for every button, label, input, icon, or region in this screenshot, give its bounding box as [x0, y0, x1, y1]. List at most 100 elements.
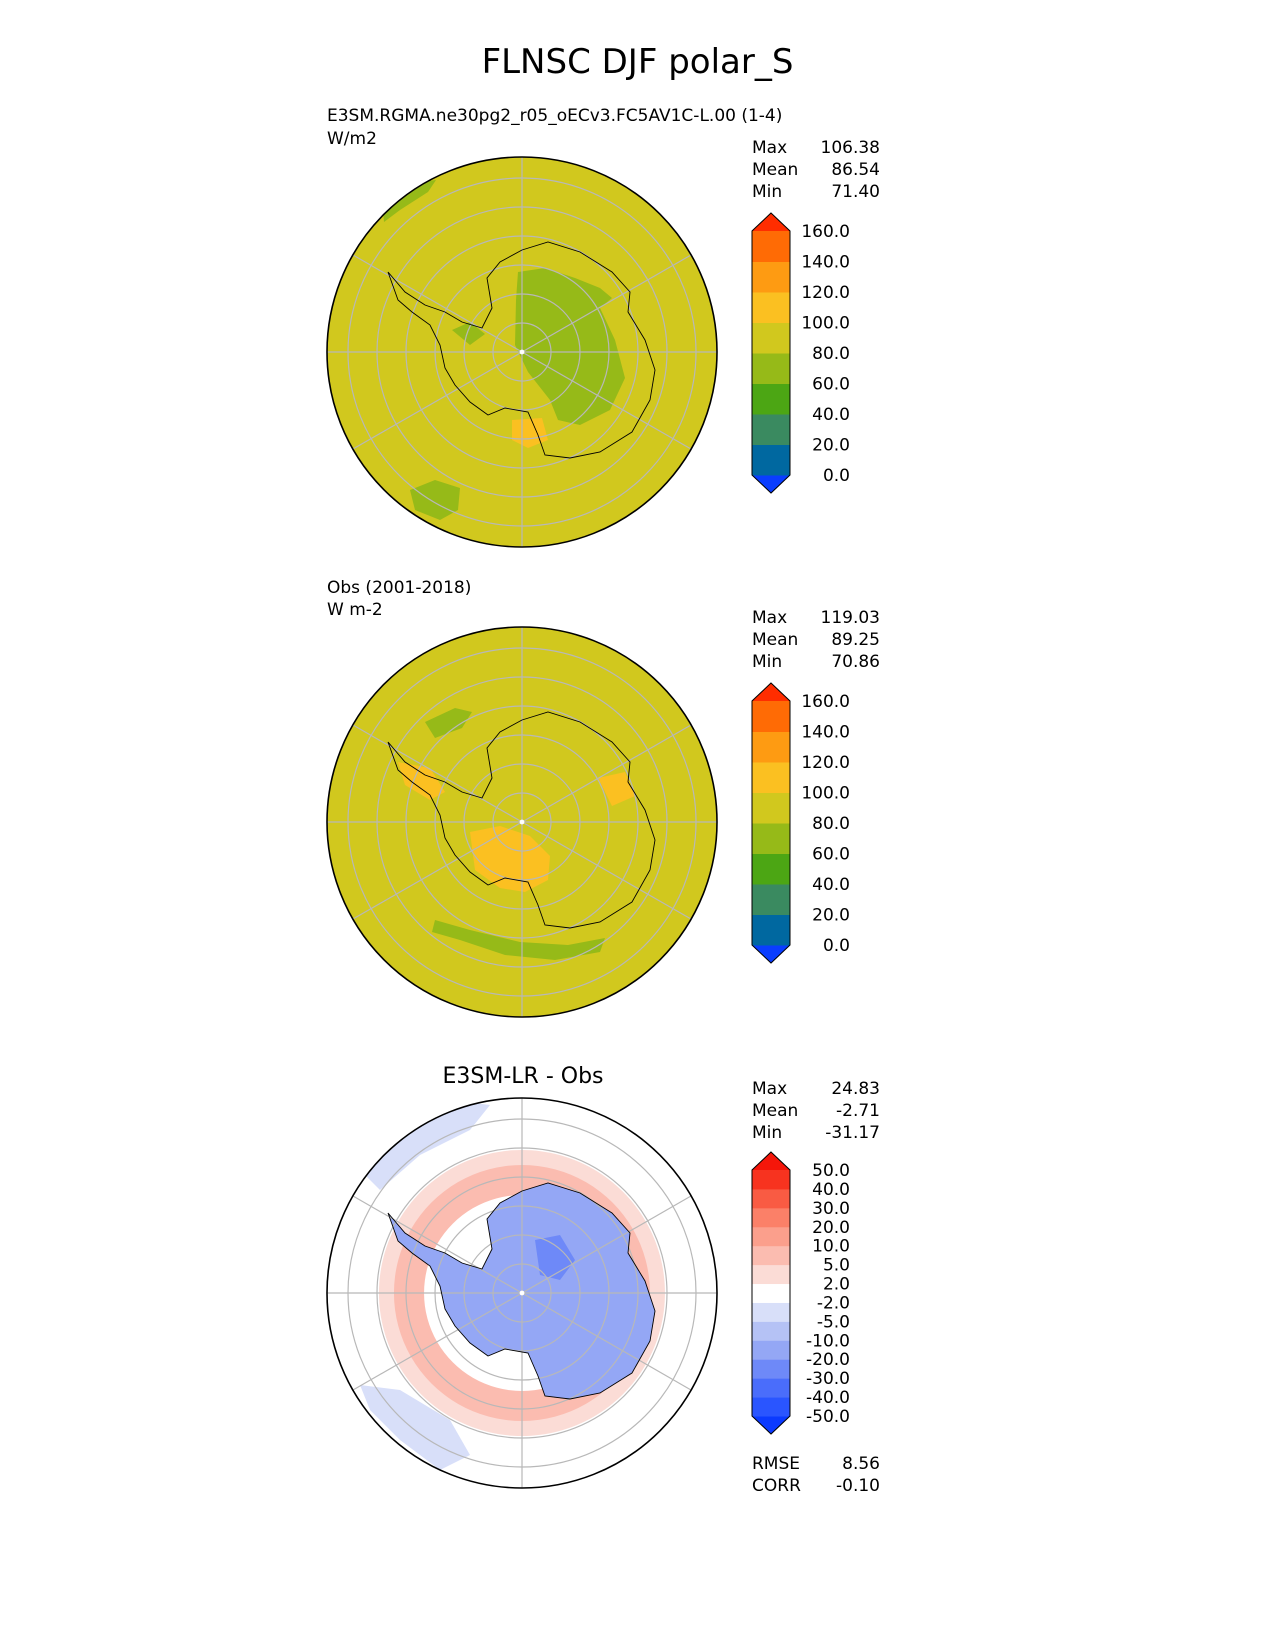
- colorbar-1-swatch: [752, 292, 790, 323]
- colorbar-2-tick-label: 100.0: [801, 784, 850, 804]
- panel3-max-label: Max: [752, 1079, 788, 1099]
- panel1-mean-label: Mean: [752, 160, 799, 180]
- panel1-max-label: Max: [752, 138, 788, 158]
- panel3-mean: -2.71: [836, 1101, 880, 1121]
- colorbar-3-tick-label: -2.0: [817, 1293, 850, 1313]
- map3-border: [326, 1097, 718, 1489]
- colorbar-1-tick-label: 40.0: [812, 405, 850, 425]
- colorbar-2-tick-label: 20.0: [812, 906, 850, 926]
- colorbar-2-tick-label: 80.0: [812, 814, 850, 834]
- corr-label: CORR: [752, 1476, 801, 1496]
- colorbar-1-swatch: [752, 444, 790, 476]
- colorbar-3-swatch: [752, 1340, 790, 1360]
- colorbar-1-swatch: [752, 322, 790, 354]
- colorbar-3-extend-low: [752, 1416, 790, 1434]
- panel1-min-label: Min: [752, 182, 783, 202]
- panel3-max: 24.83: [831, 1079, 880, 1099]
- colorbar-1-extend-high: [752, 213, 790, 231]
- panel3-min: -31.17: [825, 1123, 880, 1143]
- colorbar-2-swatch: [752, 701, 790, 732]
- colorbar-1-swatch: [752, 383, 790, 415]
- panel1-min: 71.40: [831, 182, 880, 202]
- map1-high-region: [512, 418, 548, 448]
- colorbar-1-swatch: [752, 231, 790, 262]
- map2-high-region-center: [470, 826, 550, 892]
- map2-high-region-east: [598, 772, 635, 806]
- colorbar-1-tick-label: 140.0: [801, 253, 850, 273]
- panel2-max-label: Max: [752, 608, 788, 628]
- colorbar-3-extend-high: [752, 1152, 790, 1170]
- colorbar-3-tick-label: -20.0: [806, 1350, 850, 1370]
- colorbar-2-tick-label: 40.0: [812, 875, 850, 895]
- map1-graticule: [327, 157, 717, 547]
- colorbar-3-tick-label: 30.0: [812, 1199, 850, 1219]
- panel1-max: 106.38: [820, 138, 880, 158]
- panel1-stats: Max 106.38 Mean 86.54 Min 71.40: [752, 137, 880, 203]
- colorbar-3-tick-label: 40.0: [812, 1180, 850, 1200]
- colorbar-3-swatch: [752, 1283, 790, 1303]
- colorbar-3-tick-label: -50.0: [806, 1407, 850, 1427]
- colorbar-3-swatch: [752, 1188, 790, 1209]
- map3-ocean-negative-region-nw: [360, 1100, 490, 1190]
- colorbar-3-swatch: [752, 1302, 790, 1322]
- map1-ocean-low-region-sw: [410, 480, 460, 520]
- panel3-metrics: RMSE 8.56 CORR -0.10: [752, 1453, 880, 1497]
- colorbar-3-tick-label: 10.0: [812, 1237, 850, 1257]
- colorbar-3-swatch: [752, 1378, 790, 1398]
- panel1-title: E3SM.RGMA.ne30pg2_r05_oECv3.FC5AV1C-L.00…: [327, 106, 783, 126]
- map-panel1: [326, 156, 718, 548]
- map2-ocean-low-ring: [432, 920, 605, 960]
- map2-high-region-peninsula: [398, 762, 445, 800]
- map2-border: [326, 626, 718, 1018]
- colorbar-3-tick-label: -40.0: [806, 1388, 850, 1408]
- map1-peninsula-low-region: [452, 322, 485, 345]
- panel2-mean-label: Mean: [752, 630, 799, 650]
- colorbar-3-tick-label: 20.0: [812, 1218, 850, 1238]
- map1-coastline: [387, 241, 656, 459]
- colorbar-3-tick-label: 50.0: [812, 1161, 850, 1181]
- colorbar-2-tick-label: 140.0: [801, 723, 850, 743]
- map1-border: [326, 156, 718, 548]
- colorbar-3-swatch: [752, 1245, 790, 1266]
- colorbar-1-tick-label: 120.0: [801, 283, 850, 303]
- colorbar-1-tick-label: 60.0: [812, 375, 850, 395]
- colorbar-1-tick-label: 80.0: [812, 344, 850, 364]
- colorbar-2-swatch: [752, 792, 790, 824]
- colorbar-2-swatch: [752, 731, 790, 763]
- colorbar-2-swatch: [752, 914, 790, 946]
- map3-pole-marker: [519, 1290, 525, 1296]
- panel2-units: W m-2: [327, 600, 383, 620]
- colorbar-2-swatch: [752, 884, 790, 915]
- colorbars: 160.0 140.0 120.0 100.0 80.0 60.0 40.0 20.0 0.0 1…: [751, 212, 850, 1435]
- map-panel2: [326, 626, 718, 1018]
- colorbar-1-tick-label: 0.0: [823, 466, 850, 486]
- colorbar-1-tick-label: 20.0: [812, 436, 850, 456]
- colorbar-3-swatch: [752, 1207, 790, 1228]
- colorbar-2-swatch: [752, 762, 790, 793]
- colorbar-1-tick-label: 100.0: [801, 314, 850, 334]
- colorbar-3-swatch: [752, 1397, 790, 1417]
- panel2-min-label: Min: [752, 652, 783, 672]
- colorbar-2-outline: [751, 682, 791, 964]
- rmse-value: 8.56: [842, 1454, 880, 1474]
- colorbar-2-swatch: [752, 853, 790, 885]
- map1-ocean-low-region-nw: [382, 180, 436, 222]
- panel2-title: Obs (2001-2018): [327, 578, 472, 598]
- panel2-stats: Max 119.03 Mean 89.25 Min 70.86: [752, 607, 880, 673]
- map3-ocean-negative-region-sw: [360, 1385, 470, 1470]
- colorbar-2-tick-label: 120.0: [801, 753, 850, 773]
- colorbar-3-tick-label: -10.0: [806, 1331, 850, 1351]
- colorbar-3-tick-label: 5.0: [823, 1256, 850, 1276]
- colorbar-2-tick-label: 60.0: [812, 845, 850, 865]
- colorbar-1-extend-low: [752, 475, 790, 493]
- colorbar-2-tick-label: 160.0: [801, 692, 850, 712]
- panel3-min-label: Min: [752, 1123, 783, 1143]
- colorbar-2-extend-low: [752, 945, 790, 963]
- colorbar-3-tick-label: -5.0: [817, 1312, 850, 1332]
- colorbar-3-swatch: [752, 1264, 790, 1285]
- colorbar-1-swatch: [752, 353, 790, 384]
- colorbar-2-extend-high: [752, 683, 790, 701]
- colorbar-3-outline: [751, 1151, 791, 1435]
- figure-title: FLNSC DJF polar_S: [481, 42, 794, 82]
